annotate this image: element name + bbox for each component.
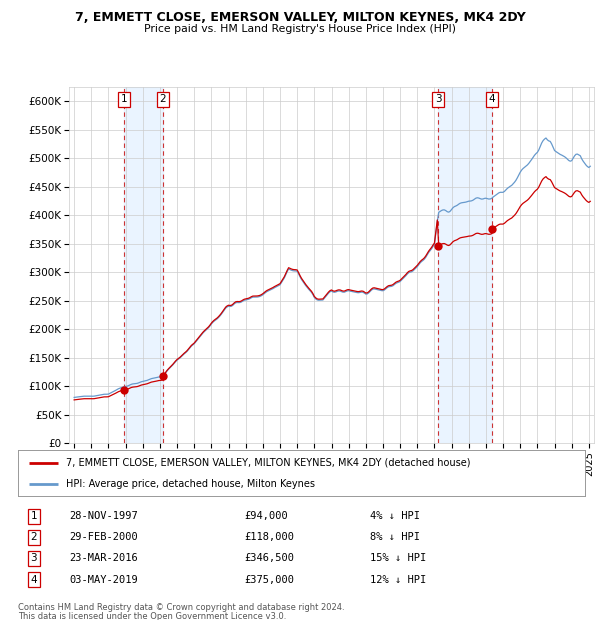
- Text: HPI: Average price, detached house, Milton Keynes: HPI: Average price, detached house, Milt…: [66, 479, 315, 489]
- Bar: [124, 87, 163, 443]
- Text: 2: 2: [160, 94, 166, 104]
- Text: 15% ↓ HPI: 15% ↓ HPI: [370, 554, 426, 564]
- Text: £375,000: £375,000: [245, 575, 295, 585]
- Text: 2: 2: [31, 533, 37, 542]
- Text: 4% ↓ HPI: 4% ↓ HPI: [370, 511, 419, 521]
- Text: 4: 4: [31, 575, 37, 585]
- Text: Contains HM Land Registry data © Crown copyright and database right 2024.: Contains HM Land Registry data © Crown c…: [18, 603, 344, 612]
- Text: 4: 4: [488, 94, 495, 104]
- Text: 3: 3: [435, 94, 442, 104]
- Text: £94,000: £94,000: [245, 511, 289, 521]
- Text: Price paid vs. HM Land Registry's House Price Index (HPI): Price paid vs. HM Land Registry's House …: [144, 24, 456, 33]
- Text: 1: 1: [31, 511, 37, 521]
- Text: 8% ↓ HPI: 8% ↓ HPI: [370, 533, 419, 542]
- Text: 7, EMMETT CLOSE, EMERSON VALLEY, MILTON KEYNES, MK4 2DY: 7, EMMETT CLOSE, EMERSON VALLEY, MILTON …: [74, 11, 526, 24]
- Text: 3: 3: [31, 554, 37, 564]
- Text: £118,000: £118,000: [245, 533, 295, 542]
- Text: 12% ↓ HPI: 12% ↓ HPI: [370, 575, 426, 585]
- Text: 1: 1: [121, 94, 127, 104]
- Text: 29-FEB-2000: 29-FEB-2000: [69, 533, 138, 542]
- Text: 03-MAY-2019: 03-MAY-2019: [69, 575, 138, 585]
- Text: 28-NOV-1997: 28-NOV-1997: [69, 511, 138, 521]
- Text: 23-MAR-2016: 23-MAR-2016: [69, 554, 138, 564]
- Text: 7, EMMETT CLOSE, EMERSON VALLEY, MILTON KEYNES, MK4 2DY (detached house): 7, EMMETT CLOSE, EMERSON VALLEY, MILTON …: [66, 458, 470, 467]
- Text: £346,500: £346,500: [245, 554, 295, 564]
- Text: This data is licensed under the Open Government Licence v3.0.: This data is licensed under the Open Gov…: [18, 612, 286, 620]
- Bar: [439, 87, 492, 443]
